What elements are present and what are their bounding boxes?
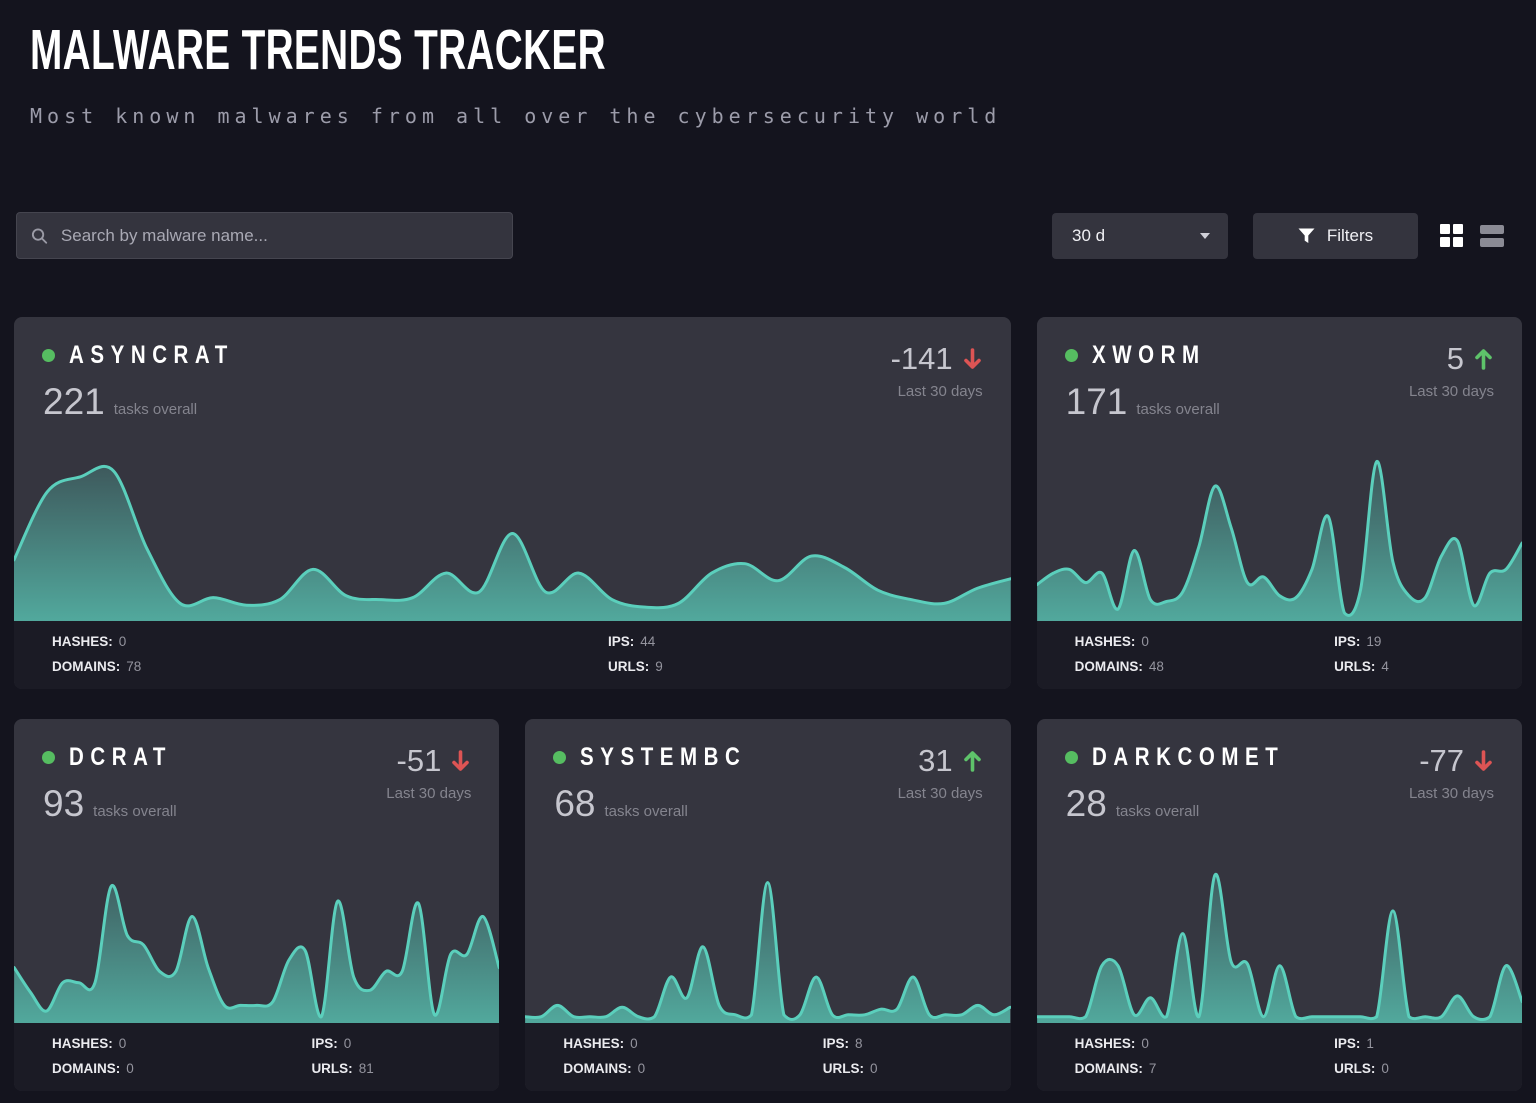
malware-name: SYSTEMBC (580, 743, 747, 771)
status-dot (553, 751, 567, 764)
period-value: 30 d (1072, 225, 1106, 245)
search-icon (31, 227, 48, 244)
trend-delta: 5 (1446, 341, 1464, 376)
stat-hashes: HASHES: 0 (563, 1036, 638, 1051)
last-30-days-label: Last 30 days (1408, 785, 1494, 802)
card-header: DARKCOMET 28 tasks overall -77 (1037, 719, 1522, 822)
search-box[interactable] (16, 212, 513, 259)
stat-ips: IPS: 8 (822, 1036, 863, 1051)
page-title: MALWARE TRENDS TRACKER (30, 18, 606, 82)
stat-ips: IPS: 0 (311, 1036, 352, 1051)
trend-delta: 31 (918, 743, 953, 778)
status-dot (1064, 349, 1078, 362)
status-dot (42, 751, 55, 764)
trend-down-icon (450, 749, 471, 773)
trend-up-icon (962, 749, 983, 773)
stat-urls: URLS: 81 (311, 1061, 374, 1076)
card-header: DCRAT 93 tasks overall -51 (14, 719, 499, 822)
stat-ips: IPS: 19 (1334, 634, 1382, 649)
malware-card-asyncrat[interactable]: ASYNCRAT 221 tasks overall -141 (14, 317, 1011, 689)
malware-name: XWORM (1091, 341, 1206, 369)
stat-urls: URLS: 0 (1334, 1061, 1389, 1076)
stat-hashes: HASHES: 0 (52, 1036, 127, 1051)
malware-card-darkcomet[interactable]: DARKCOMET 28 tasks overall -77 (1036, 719, 1522, 1091)
trend-delta: -77 (1419, 743, 1464, 778)
tasks-count: 221 (43, 381, 105, 422)
stat-hashes: HASHES: 0 (52, 634, 127, 649)
toolbar: 30 d Filters (16, 212, 1520, 259)
card-stats-footer: HASHES: 0 DOMAINS: 0 IPS: 0 URLS: 81 (14, 1023, 500, 1091)
last-30-days-label: Last 30 days (1408, 383, 1494, 400)
last-30-days-label: Last 30 days (386, 785, 472, 802)
malware-name: DCRAT (69, 743, 173, 771)
status-dot (1064, 751, 1078, 764)
malware-name: ASYNCRAT (69, 341, 234, 369)
stat-urls: URLS: 4 (1334, 659, 1389, 674)
last-30-days-label: Last 30 days (897, 383, 983, 400)
stat-domains: DOMAINS: 78 (52, 659, 142, 674)
tasks-overall-label: tasks overall (604, 803, 688, 820)
filter-icon (1298, 228, 1315, 243)
tasks-overall-label: tasks overall (1136, 401, 1220, 418)
stat-urls: URLS: 9 (608, 659, 663, 674)
chevron-down-icon (1200, 232, 1210, 239)
tasks-count: 93 (43, 783, 85, 824)
stat-hashes: HASHES: 0 (1074, 1036, 1149, 1051)
sparkline-chart (525, 822, 1011, 1023)
card-stats-footer: HASHES: 0 DOMAINS: 0 IPS: 8 URLS: 0 (525, 1023, 1011, 1091)
search-input[interactable] (58, 224, 498, 247)
status-dot (42, 349, 55, 362)
trend-up-icon (1473, 347, 1494, 371)
stat-domains: DOMAINS: 7 (1074, 1061, 1157, 1076)
sparkline-chart (1036, 822, 1522, 1023)
grid-view-icon[interactable] (1440, 224, 1463, 247)
stat-domains: DOMAINS: 0 (52, 1061, 134, 1076)
page-subtitle: Most known malwares from all over the cy… (30, 104, 1002, 128)
tasks-count: 68 (554, 783, 596, 824)
stat-hashes: HASHES: 0 (1074, 634, 1149, 649)
card-stats-footer: HASHES: 0 DOMAINS: 48 IPS: 19 URLS: 4 (1036, 621, 1522, 689)
tasks-overall-label: tasks overall (93, 803, 177, 820)
trend-down-icon (962, 347, 983, 371)
stat-urls: URLS: 0 (822, 1061, 878, 1076)
tasks-count: 28 (1065, 783, 1107, 824)
malware-card-systembc[interactable]: SYSTEMBC 68 tasks overall 31 (525, 719, 1011, 1091)
trend-delta: -51 (396, 743, 442, 778)
malware-name: DARKCOMET (1091, 743, 1284, 771)
stat-ips: IPS: 44 (608, 634, 656, 649)
sparkline-chart (1036, 420, 1522, 621)
card-header: XWORM 171 tasks overall 5 (1037, 317, 1522, 420)
stat-domains: DOMAINS: 0 (563, 1061, 646, 1076)
tasks-overall-label: tasks overall (113, 401, 198, 418)
card-stats-footer: HASHES: 0 DOMAINS: 7 IPS: 1 URLS: 0 (1036, 1023, 1522, 1091)
sparkline-chart (14, 420, 1011, 621)
stat-domains: DOMAINS: 48 (1074, 659, 1164, 674)
filters-label: Filters (1326, 225, 1374, 245)
trend-delta: -141 (890, 341, 953, 376)
sparkline-chart (14, 822, 500, 1023)
list-view-icon[interactable] (1480, 224, 1504, 247)
tasks-overall-label: tasks overall (1115, 803, 1200, 820)
period-dropdown[interactable]: 30 d (1052, 212, 1228, 259)
last-30-days-label: Last 30 days (897, 785, 983, 802)
trend-down-icon (1473, 749, 1494, 773)
card-stats-footer: HASHES: 0 DOMAINS: 78 IPS: 44 URLS: 9 (14, 621, 1011, 689)
card-header: ASYNCRAT 221 tasks overall -141 (14, 317, 1011, 420)
tasks-count: 171 (1065, 381, 1128, 422)
malware-cards-grid: ASYNCRAT 221 tasks overall -141 (14, 317, 1522, 1091)
card-header: SYSTEMBC 68 tasks overall 31 (525, 719, 1010, 822)
malware-card-dcrat[interactable]: DCRAT 93 tasks overall -51 (14, 719, 500, 1091)
view-toggle (1440, 224, 1504, 247)
filters-button[interactable]: Filters (1253, 212, 1418, 259)
stat-ips: IPS: 1 (1334, 1036, 1374, 1051)
malware-card-xworm[interactable]: XWORM 171 tasks overall 5 (1036, 317, 1522, 689)
